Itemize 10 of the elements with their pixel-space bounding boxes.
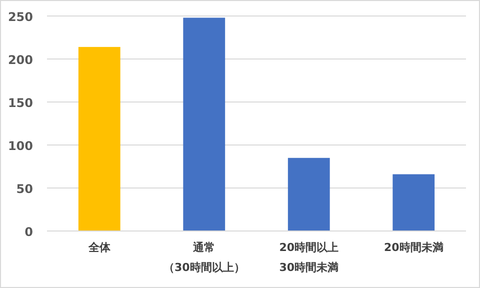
y-tick-label: 0	[24, 225, 33, 239]
y-tick-label: 150	[8, 96, 33, 110]
y-tick-label: 50	[16, 182, 33, 196]
x-tick-label: 20時間以上30時間未満	[279, 241, 339, 274]
y-tick-label: 250	[8, 10, 33, 24]
y-tick-label: 100	[8, 139, 33, 153]
x-tick-label: 全体	[87, 241, 112, 254]
x-tick-label: 通常（30時間以上）	[163, 241, 245, 274]
y-tick-label: 200	[8, 53, 33, 67]
x-tick-label: 20時間未満	[384, 241, 444, 254]
